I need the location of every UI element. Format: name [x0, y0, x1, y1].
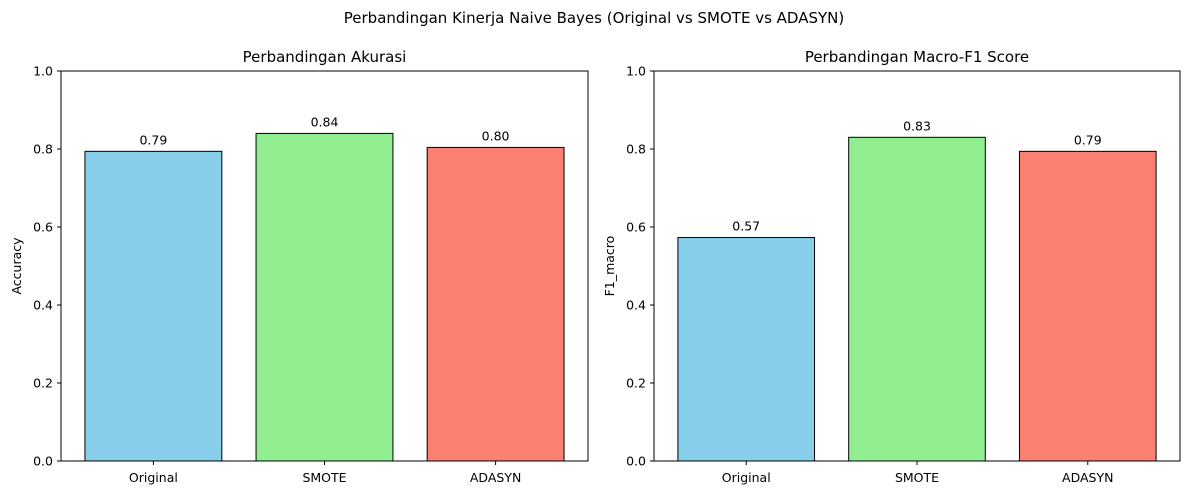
- accuracy-y-tick-label: 0.8: [33, 142, 53, 157]
- accuracy-y-tick-label: 0.2: [33, 376, 53, 391]
- accuracy-chart: Perbandingan Akurasi Accuracy 0.79 Origin…: [9, 48, 589, 485]
- macro-f1-y-tick-label: 0.0: [626, 454, 646, 469]
- macro-f1-value-label-adasyn: 0.79: [1074, 132, 1102, 147]
- accuracy-x-tick-label: Original: [129, 470, 178, 485]
- macro-f1-x-tick-label: Original: [722, 470, 771, 485]
- macro-f1-value-label-smote: 0.83: [903, 118, 931, 133]
- accuracy-x-tick-label: SMOTE: [302, 470, 346, 485]
- macro-f1-y-tick-label: 1.0: [626, 64, 646, 79]
- macro-f1-y-tick-label: 0.8: [626, 142, 646, 157]
- accuracy-y-tick-label: 0.4: [33, 298, 53, 313]
- macro-f1-y-tick-label: 0.6: [626, 220, 646, 235]
- macro-f1-x-tick-label: SMOTE: [895, 470, 939, 485]
- accuracy-bar-adasyn: [426, 146, 565, 462]
- macro-f1-chart: Perbandingan Macro-F1 Score F1_macro 0.5…: [602, 48, 1181, 485]
- accuracy-bar-original: [84, 150, 223, 462]
- macro-f1-y-tick-label: 0.2: [626, 376, 646, 391]
- accuracy-x-tick-label: ADASYN: [470, 470, 521, 485]
- macro-f1-bar-adasyn: [1018, 150, 1157, 462]
- accuracy-y-tick-label: 0.0: [33, 454, 53, 469]
- accuracy-bar-smote: [255, 132, 394, 462]
- macro-f1-plot-frame: [653, 70, 1181, 462]
- macro-f1-value-label-original: 0.57: [732, 219, 760, 234]
- macro-f1-bar-original: [677, 237, 816, 462]
- macro-f1-y-tick-label: 0.4: [626, 298, 646, 313]
- accuracy-y-tick-label: 1.0: [33, 64, 53, 79]
- accuracy-plot-frame: [60, 70, 589, 462]
- macro-f1-chart-title: Perbandingan Macro-F1 Score: [805, 48, 1029, 66]
- accuracy-value-label-smote: 0.84: [311, 114, 339, 129]
- accuracy-value-label-adasyn: 0.80: [482, 128, 510, 143]
- macro-f1-x-tick-label: ADASYN: [1062, 470, 1113, 485]
- accuracy-y-tick-label: 0.6: [33, 220, 53, 235]
- figure-title: Perbandingan Kinerja Naive Bayes (Origin…: [344, 9, 844, 27]
- accuracy-value-label-original: 0.79: [139, 132, 167, 147]
- accuracy-y-axis-label: Accuracy: [9, 237, 24, 295]
- macro-f1-y-axis-label: F1_macro: [602, 236, 617, 297]
- macro-f1-bar-smote: [848, 136, 986, 462]
- accuracy-chart-title: Perbandingan Akurasi: [243, 48, 407, 66]
